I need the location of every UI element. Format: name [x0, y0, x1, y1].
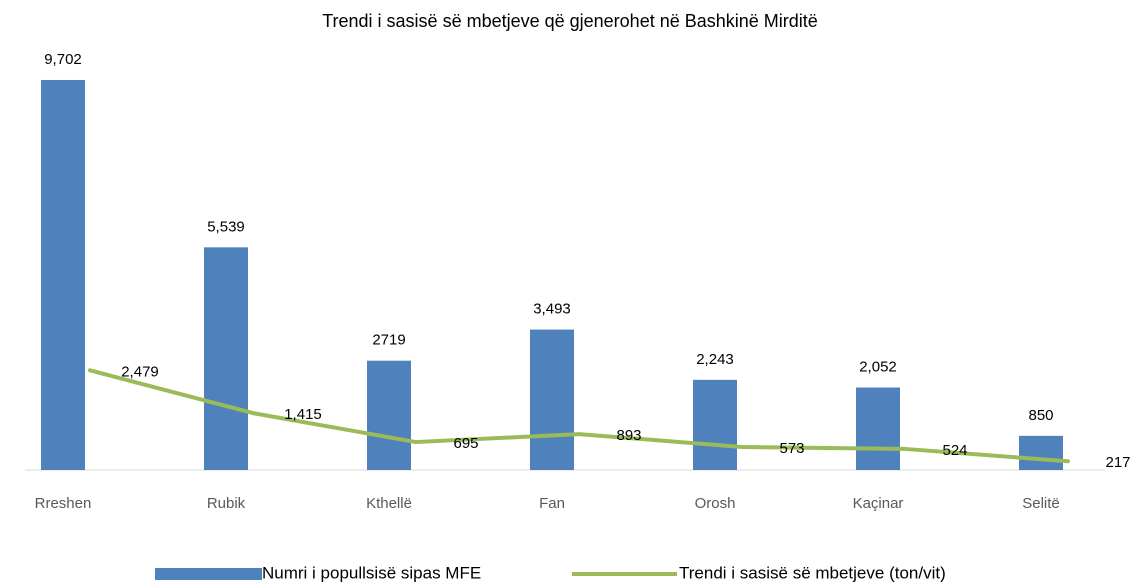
line-value-label: 573	[779, 440, 804, 457]
bar	[530, 329, 574, 470]
line-value-label: 893	[616, 427, 641, 444]
bar	[856, 387, 900, 470]
x-tick-label: Orosh	[695, 495, 736, 512]
line-value-label: 695	[453, 435, 478, 452]
bar	[367, 360, 411, 470]
line-value-label: 217	[1105, 454, 1130, 471]
line	[88, 368, 1070, 464]
bar-value-label: 2,243	[696, 351, 734, 368]
legend-label: Numri i popullsisë sipas MFE	[262, 563, 481, 582]
bar-value-label: 2719	[372, 332, 405, 349]
x-tick-label: Kthellë	[366, 495, 412, 512]
x-tick-label: Selitë	[1022, 495, 1060, 512]
bar-value-label: 3,493	[533, 301, 571, 318]
bar-value-label: 9,702	[44, 51, 82, 68]
legend-swatch	[155, 568, 262, 580]
legend-label: Trendi i sasisë së mbetjeve (ton/vit)	[679, 563, 946, 582]
line-value-label: 2,479	[121, 363, 159, 380]
bar-value-label: 850	[1028, 407, 1053, 424]
bar	[1019, 435, 1063, 470]
line-value-label: 524	[942, 442, 967, 459]
bar	[693, 379, 737, 470]
line-value-label: 1,415	[284, 406, 322, 423]
bar	[41, 79, 85, 470]
bar-value-label: 5,539	[207, 218, 245, 235]
bar-value-label: 2,052	[859, 358, 897, 375]
x-tick-label: Kaçinar	[853, 495, 904, 512]
bar	[204, 247, 248, 470]
x-tick-label: Rreshen	[35, 495, 92, 512]
x-tick-label: Fan	[539, 495, 565, 512]
chart-title: Trendi i sasisë së mbetjeve që gjenerohe…	[322, 11, 818, 31]
x-tick-label: Rubik	[207, 495, 246, 512]
